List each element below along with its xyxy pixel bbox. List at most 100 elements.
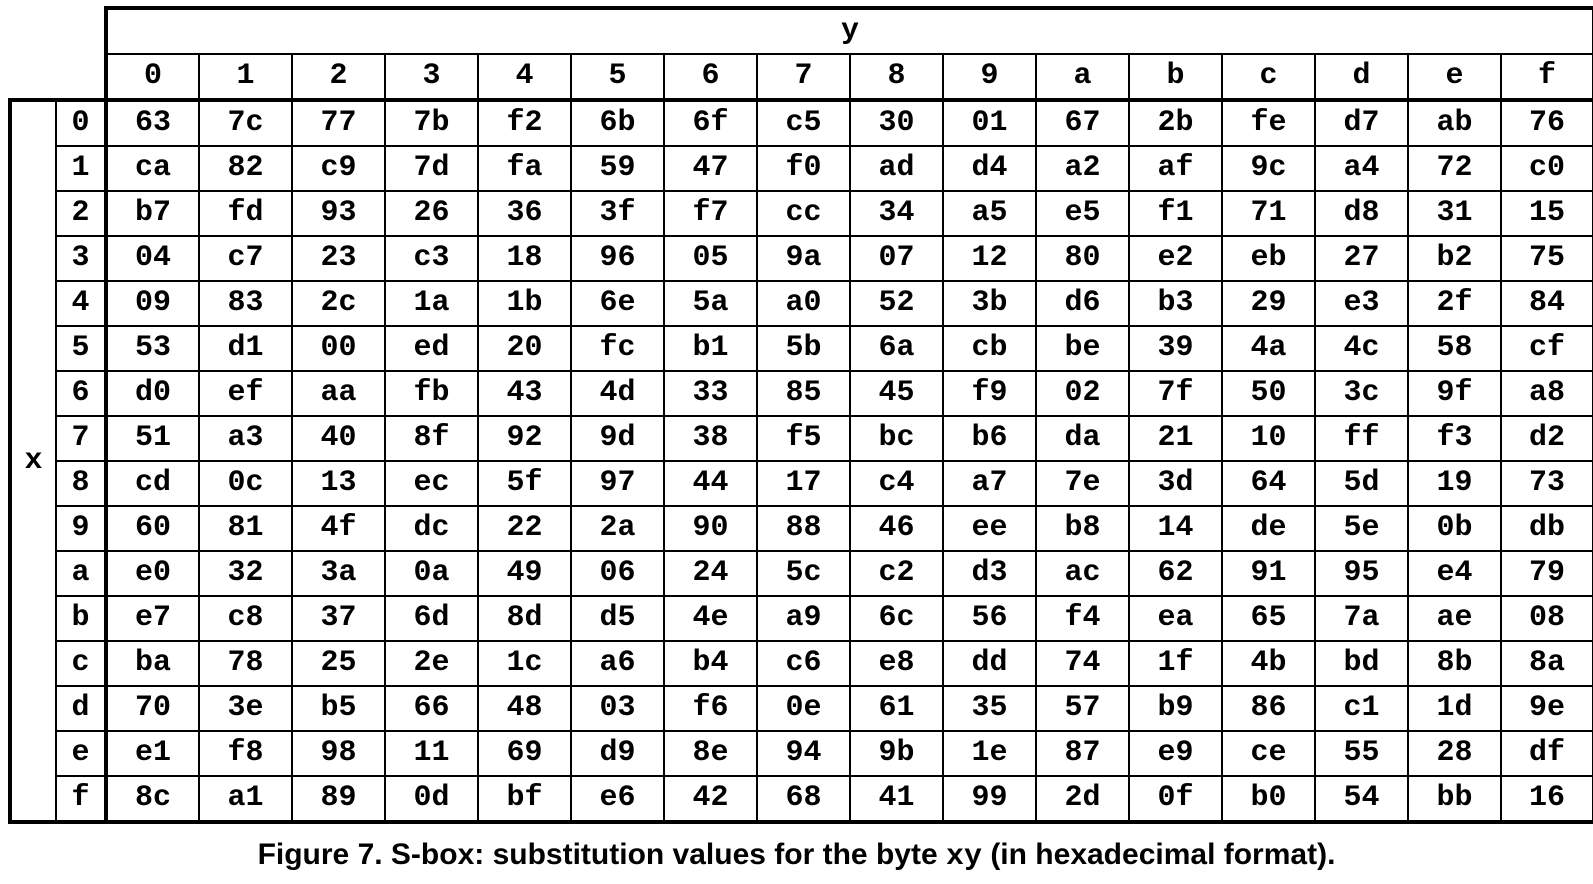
sbox-cell: 40 bbox=[292, 416, 385, 461]
sbox-cell: ad bbox=[850, 146, 943, 191]
sbox-cell: d0 bbox=[106, 371, 199, 416]
sbox-cell: 04 bbox=[106, 236, 199, 281]
sbox-cell: 93 bbox=[292, 191, 385, 236]
sbox-cell: 51 bbox=[106, 416, 199, 461]
sbox-cell: 0d bbox=[385, 776, 478, 822]
sbox-cell: 62 bbox=[1129, 551, 1222, 596]
col-header: 0 bbox=[106, 54, 199, 100]
sbox-cell: bb bbox=[1408, 776, 1501, 822]
sbox-cell: 1d bbox=[1408, 686, 1501, 731]
table-row: 1ca82c97dfa5947f0add4a2af9ca472c0 bbox=[10, 146, 1593, 191]
row-header: 2 bbox=[56, 191, 106, 236]
sbox-cell: 1a bbox=[385, 281, 478, 326]
sbox-cell: 36 bbox=[478, 191, 571, 236]
sbox-cell: 6d bbox=[385, 596, 478, 641]
axis-y-label: y bbox=[106, 8, 1593, 54]
sbox-cell: b8 bbox=[1036, 506, 1129, 551]
sbox-cell: be bbox=[1036, 326, 1129, 371]
row-header: 9 bbox=[56, 506, 106, 551]
sbox-cell: 9c bbox=[1222, 146, 1315, 191]
col-header: d bbox=[1315, 54, 1408, 100]
sbox-cell: 3e bbox=[199, 686, 292, 731]
table-head: y 0 1 2 3 4 5 6 7 8 9 a b c d e f bbox=[10, 8, 1593, 100]
sbox-cell: 9a bbox=[757, 236, 850, 281]
sbox-cell: 05 bbox=[664, 236, 757, 281]
sbox-cell: 88 bbox=[757, 506, 850, 551]
sbox-cell: 94 bbox=[757, 731, 850, 776]
sbox-cell: 70 bbox=[106, 686, 199, 731]
sbox-cell: 7e bbox=[1036, 461, 1129, 506]
sbox-cell: e2 bbox=[1129, 236, 1222, 281]
sbox-cell: 1e bbox=[943, 731, 1036, 776]
sbox-cell: bd bbox=[1315, 641, 1408, 686]
sbox-cell: 48 bbox=[478, 686, 571, 731]
sbox-cell: d7 bbox=[1315, 100, 1408, 146]
sbox-cell: e6 bbox=[571, 776, 664, 822]
sbox-cell: 95 bbox=[1315, 551, 1408, 596]
table-row: 553d100ed20fcb15b6acbbe394a4c58cf bbox=[10, 326, 1593, 371]
sbox-cell: 74 bbox=[1036, 641, 1129, 686]
sbox-cell: e4 bbox=[1408, 551, 1501, 596]
row-header: f bbox=[56, 776, 106, 822]
sbox-cell: da bbox=[1036, 416, 1129, 461]
sbox-cell: 3f bbox=[571, 191, 664, 236]
sbox-cell: fd bbox=[199, 191, 292, 236]
table-row: ae0323a0a4906245cc2d3ac629195e479 bbox=[10, 551, 1593, 596]
sbox-cell: 33 bbox=[664, 371, 757, 416]
sbox-cell: a5 bbox=[943, 191, 1036, 236]
sbox-cell: 18 bbox=[478, 236, 571, 281]
sbox-cell: 41 bbox=[850, 776, 943, 822]
sbox-cell: 44 bbox=[664, 461, 757, 506]
sbox-cell: 39 bbox=[1129, 326, 1222, 371]
caption-text: Figure 7. S-box: substitution values for… bbox=[258, 838, 946, 871]
sbox-cell: 28 bbox=[1408, 731, 1501, 776]
row-header: 3 bbox=[56, 236, 106, 281]
sbox-cell: c2 bbox=[850, 551, 943, 596]
sbox-cell: 90 bbox=[664, 506, 757, 551]
sbox-cell: ce bbox=[1222, 731, 1315, 776]
sbox-cell: ed bbox=[385, 326, 478, 371]
sbox-cell: b3 bbox=[1129, 281, 1222, 326]
sbox-cell: 2c bbox=[292, 281, 385, 326]
table-row: cba78252e1ca6b4c6e8dd741f4bbd8b8a bbox=[10, 641, 1593, 686]
sbox-cell: c1 bbox=[1315, 686, 1408, 731]
sbox-cell: 09 bbox=[106, 281, 199, 326]
sbox-cell: 9d bbox=[571, 416, 664, 461]
sbox-cell: 2a bbox=[571, 506, 664, 551]
sbox-cell: d2 bbox=[1501, 416, 1593, 461]
sbox-cell: e9 bbox=[1129, 731, 1222, 776]
sbox-cell: f3 bbox=[1408, 416, 1501, 461]
table-row: 409832c1a1b6e5aa0523bd6b329e32f84 bbox=[10, 281, 1593, 326]
sbox-cell: cb bbox=[943, 326, 1036, 371]
sbox-cell: a6 bbox=[571, 641, 664, 686]
table-row: be7c8376d8dd54ea96c56f4ea657aae08 bbox=[10, 596, 1593, 641]
sbox-cell: d8 bbox=[1315, 191, 1408, 236]
sbox-cell: 84 bbox=[1501, 281, 1593, 326]
sbox-cell: a3 bbox=[199, 416, 292, 461]
row-header: 4 bbox=[56, 281, 106, 326]
sbox-cell: 69 bbox=[478, 731, 571, 776]
sbox-cell: 2b bbox=[1129, 100, 1222, 146]
sbox-cell: 3a bbox=[292, 551, 385, 596]
sbox-cell: 64 bbox=[1222, 461, 1315, 506]
sbox-cell: 37 bbox=[292, 596, 385, 641]
corner-blank bbox=[56, 54, 106, 100]
sbox-cell: 01 bbox=[943, 100, 1036, 146]
sbox-cell: f5 bbox=[757, 416, 850, 461]
sbox-cell: f8 bbox=[199, 731, 292, 776]
sbox-cell: 50 bbox=[1222, 371, 1315, 416]
table-row: 2b7fd9326363ff7cc34a5e5f171d83115 bbox=[10, 191, 1593, 236]
sbox-cell: 4d bbox=[571, 371, 664, 416]
sbox-cell: cc bbox=[757, 191, 850, 236]
sbox-cell: 6a bbox=[850, 326, 943, 371]
sbox-cell: 68 bbox=[757, 776, 850, 822]
col-header: b bbox=[1129, 54, 1222, 100]
corner-blank bbox=[10, 54, 56, 100]
sbox-cell: ff bbox=[1315, 416, 1408, 461]
sbox-cell: 5e bbox=[1315, 506, 1408, 551]
col-header: e bbox=[1408, 54, 1501, 100]
sbox-cell: bc bbox=[850, 416, 943, 461]
sbox-cell: c9 bbox=[292, 146, 385, 191]
sbox-cell: 1f bbox=[1129, 641, 1222, 686]
table-row: 8cd0c13ec5f974417c4a77e3d645d1973 bbox=[10, 461, 1593, 506]
